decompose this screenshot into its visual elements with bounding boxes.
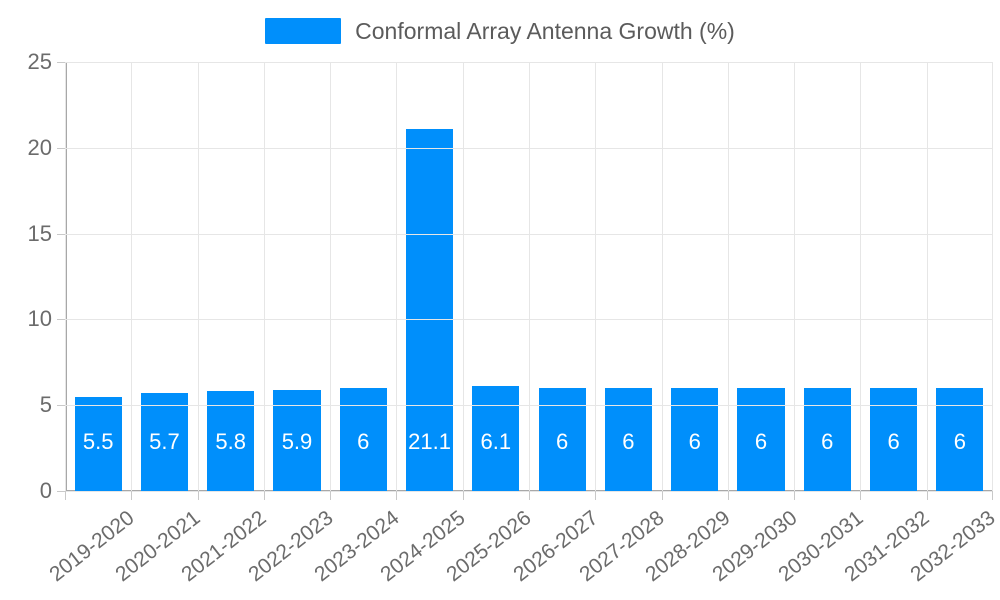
plot-area: 5.5 5.7 5.8 5.9 6 21.1 6.1 6 6 6 6 6 6 6: [57, 62, 993, 492]
bar[interactable]: [406, 128, 454, 491]
x-gridline: [595, 62, 597, 491]
x-gridline: [860, 62, 862, 491]
bar[interactable]: [737, 388, 785, 491]
legend-swatch-series-1[interactable]: [265, 18, 342, 44]
y-tick-mark: [57, 405, 65, 407]
bar[interactable]: [870, 388, 918, 491]
bar[interactable]: [140, 393, 188, 491]
y-tick-mark: [57, 491, 65, 492]
y-tick-mark: [57, 62, 65, 63]
x-gridline: [462, 62, 464, 491]
y-tick-label: 15: [27, 220, 52, 246]
bar-group: 6: [604, 62, 652, 491]
bar-group: 6: [803, 62, 851, 491]
x-tick-mark: [263, 491, 265, 500]
bar-group: 6.1: [472, 62, 520, 491]
y-axis: [0, 62, 57, 491]
x-gridline: [661, 62, 663, 491]
bar[interactable]: [803, 388, 851, 491]
x-gridline: [263, 62, 265, 491]
y-tick-label: 10: [27, 306, 52, 332]
bar-group: 6: [737, 62, 785, 491]
bar[interactable]: [671, 388, 719, 491]
x-tick-mark: [661, 491, 663, 500]
x-tick-mark: [727, 491, 729, 500]
bar-group: 6: [538, 62, 586, 491]
x-gridline: [529, 62, 530, 491]
x-gridline: [197, 62, 199, 491]
bar-group: 5.8: [207, 62, 255, 491]
bar[interactable]: [74, 396, 122, 491]
bar[interactable]: [538, 388, 586, 491]
bar-group: 5.7: [140, 62, 188, 491]
x-gridline: [65, 62, 66, 491]
bar-group: 21.1: [406, 62, 454, 491]
x-tick-mark: [529, 491, 530, 500]
y-tick-mark: [57, 319, 65, 321]
x-gridline: [794, 62, 796, 491]
bar-group: 6: [339, 62, 387, 491]
x-tick-mark: [330, 491, 332, 500]
x-tick-mark: [131, 491, 133, 500]
bar[interactable]: [604, 388, 652, 491]
x-tick-mark: [860, 491, 862, 500]
x-tick-mark: [595, 491, 597, 500]
plot-frame: [65, 62, 993, 491]
x-tick-mark: [65, 491, 66, 500]
x-gridline: [396, 62, 398, 491]
x-tick-mark: [197, 491, 199, 500]
x-gridline: [926, 62, 928, 491]
bar-group: 6: [870, 62, 918, 491]
x-tick-mark: [396, 491, 398, 500]
x-gridline: [330, 62, 332, 491]
bar[interactable]: [339, 388, 387, 491]
legend-label-series-1[interactable]: Conformal Array Antenna Growth (%): [355, 18, 735, 44]
x-gridline: [992, 62, 993, 491]
bar-group: 6: [936, 62, 984, 491]
x-tick-mark: [992, 491, 993, 500]
x-tick-mark: [462, 491, 464, 500]
y-tick-mark: [57, 147, 65, 149]
bar[interactable]: [273, 389, 321, 491]
x-tick-mark: [926, 491, 928, 500]
y-tick-label: 25: [27, 49, 52, 74]
y-tick-label: 20: [27, 134, 52, 160]
x-axis: 2019-2020 2020-2021 2021-2022 2022-2023 2023…: [45, 491, 1000, 600]
chart-legend: Conformal Array Antenna Growth (%): [0, 14, 1000, 48]
bar-group: 6: [671, 62, 719, 491]
bar-group: 5.5: [74, 62, 122, 491]
bar[interactable]: [207, 391, 255, 491]
bar[interactable]: [936, 388, 984, 491]
y-tick-label: 5: [39, 392, 52, 418]
bar-group: 5.9: [273, 62, 321, 491]
x-gridline: [131, 62, 133, 491]
bar[interactable]: [472, 386, 520, 491]
x-tick-mark: [794, 491, 796, 500]
y-tick-label: 0: [39, 478, 52, 503]
x-gridline: [727, 62, 729, 491]
y-tick-mark: [57, 233, 65, 235]
